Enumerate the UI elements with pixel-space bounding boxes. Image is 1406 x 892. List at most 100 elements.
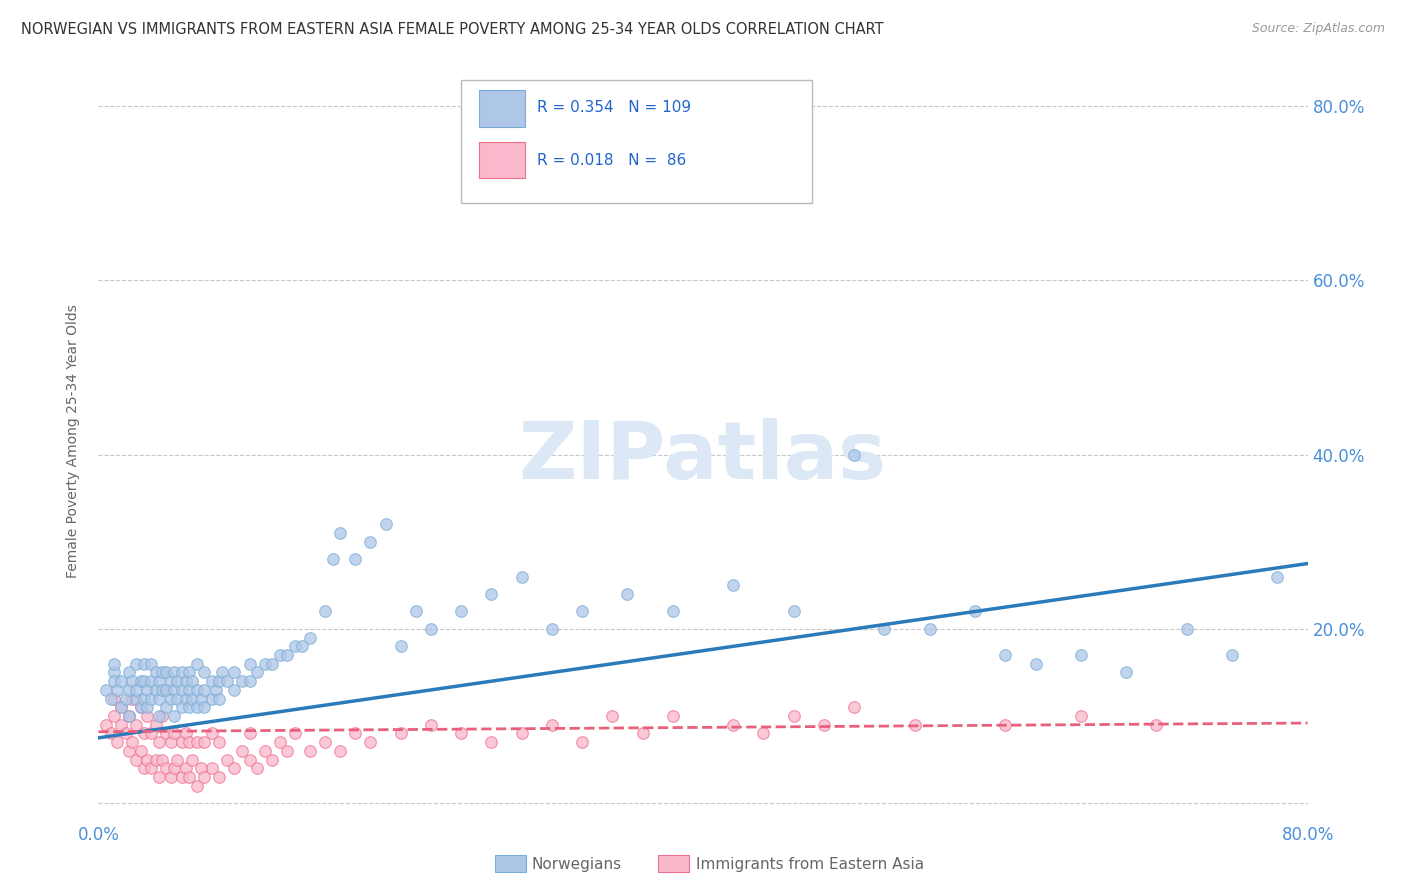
Point (389, 726, 412, 740)
Point (135, 700, 157, 714)
Point (231, 674, 253, 689)
Point (186, 700, 208, 714)
Point (186, 735, 208, 749)
Point (994, 648, 1017, 662)
Point (166, 753, 188, 767)
Point (121, 674, 143, 689)
Text: ZIPatlas: ZIPatlas (519, 417, 887, 496)
Point (284, 726, 307, 740)
Point (150, 709, 173, 723)
Point (145, 682, 167, 697)
Point (201, 674, 224, 689)
Point (129, 700, 152, 714)
Point (299, 631, 322, 645)
Point (420, 718, 443, 732)
Point (571, 605, 593, 619)
Point (389, 640, 412, 654)
Point (141, 726, 163, 740)
Point (253, 657, 276, 671)
Point (215, 674, 238, 689)
Point (208, 770, 231, 784)
Point (329, 526, 352, 541)
Point (540, 718, 562, 732)
Point (105, 735, 128, 749)
Point (141, 657, 163, 671)
Point (616, 587, 638, 601)
Point (481, 587, 503, 601)
Point (783, 709, 806, 723)
Point (661, 709, 683, 723)
Point (160, 770, 183, 784)
Point (170, 665, 193, 680)
Point (125, 682, 148, 697)
Point (114, 691, 136, 706)
Point (170, 735, 193, 749)
Text: Immigrants from Eastern Asia: Immigrants from Eastern Asia (696, 857, 924, 871)
Point (450, 726, 472, 740)
Point (269, 648, 291, 662)
Point (174, 674, 197, 689)
Point (201, 761, 224, 775)
Point (208, 691, 231, 706)
Point (262, 657, 284, 671)
Point (262, 753, 284, 767)
Point (314, 605, 336, 619)
Point (155, 700, 177, 714)
Point (602, 709, 624, 723)
Point (1070, 648, 1092, 662)
Point (253, 744, 276, 758)
Text: R = 0.018   N =  86: R = 0.018 N = 86 (537, 153, 686, 168)
Point (163, 682, 186, 697)
Point (1024, 657, 1046, 671)
Point (186, 779, 208, 793)
Point (141, 674, 163, 689)
Point (965, 605, 987, 619)
Text: R = 0.354   N = 109: R = 0.354 N = 109 (537, 100, 692, 115)
Point (160, 674, 183, 689)
Point (1144, 718, 1167, 732)
Point (844, 448, 866, 462)
Point (163, 665, 186, 680)
Point (155, 665, 177, 680)
Point (291, 640, 314, 654)
FancyBboxPatch shape (479, 142, 526, 178)
Point (322, 552, 344, 566)
Point (103, 665, 125, 680)
Point (994, 718, 1017, 732)
Point (118, 682, 141, 697)
Point (344, 552, 367, 566)
Point (118, 709, 141, 723)
Point (193, 682, 215, 697)
Point (1115, 665, 1137, 680)
Point (132, 726, 155, 740)
Point (105, 682, 128, 697)
Point (129, 700, 152, 714)
Point (100, 691, 122, 706)
Point (571, 735, 593, 749)
Point (201, 691, 224, 706)
Point (94, 718, 117, 732)
Point (155, 761, 177, 775)
Point (481, 735, 503, 749)
Point (181, 753, 204, 767)
Point (118, 665, 141, 680)
Point (186, 682, 208, 697)
Point (193, 735, 215, 749)
Point (420, 622, 443, 636)
Point (155, 682, 177, 697)
Point (174, 761, 197, 775)
Point (163, 761, 186, 775)
Point (190, 761, 212, 775)
Point (276, 744, 298, 758)
Point (239, 726, 262, 740)
Point (110, 674, 132, 689)
FancyBboxPatch shape (461, 80, 811, 202)
Point (190, 691, 212, 706)
Point (186, 657, 208, 671)
Point (155, 726, 177, 740)
Point (129, 674, 152, 689)
Point (121, 691, 143, 706)
Point (661, 605, 683, 619)
Point (450, 605, 472, 619)
Point (201, 726, 224, 740)
